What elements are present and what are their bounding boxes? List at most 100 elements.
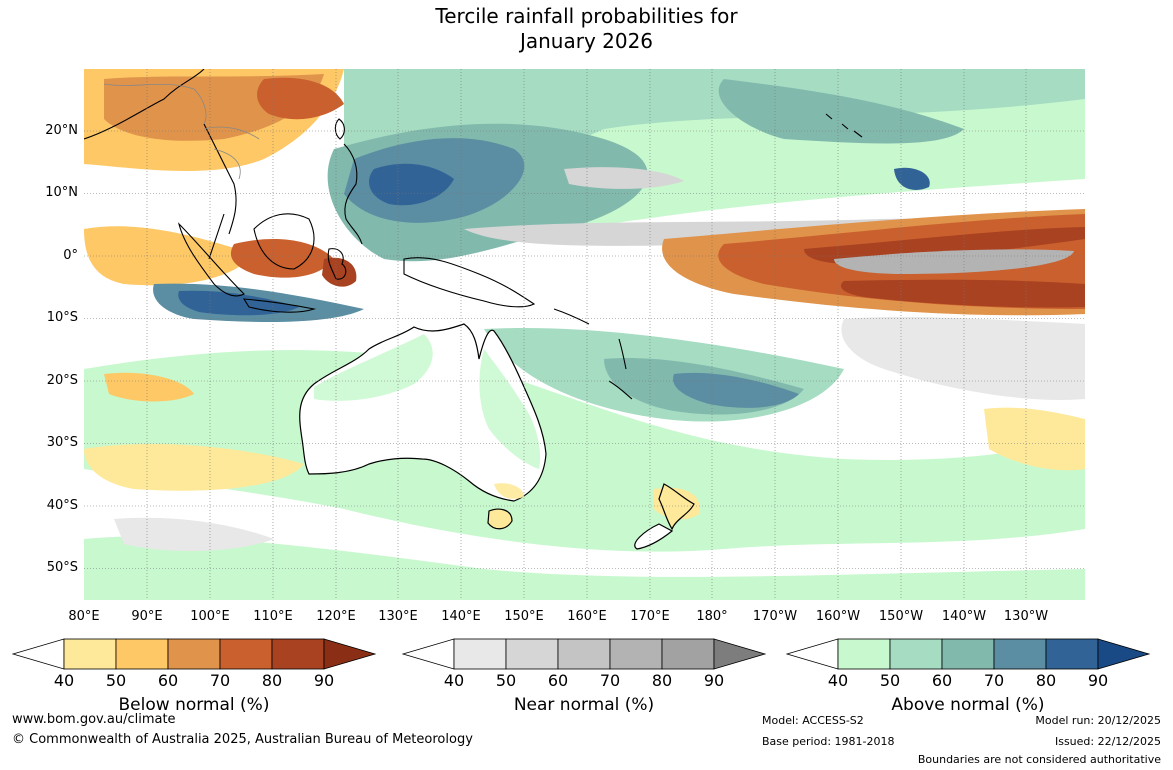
- legend-above-tick-80: 80: [1035, 671, 1057, 690]
- legend-near-normal-swatch-2: [505, 638, 559, 670]
- australia-yellow-se: [494, 483, 524, 499]
- legend-above-normal-swatch-2: [889, 638, 943, 670]
- probability-fields: [84, 69, 1085, 600]
- legend-below-tick-60: 60: [157, 671, 179, 690]
- vanuatu: [618, 338, 627, 370]
- hawaii: [825, 113, 863, 138]
- coastlines: [84, 69, 863, 400]
- legend-above-normal-swatch-3: [941, 638, 995, 670]
- near-normal-patch-1: [841, 316, 1085, 400]
- rainfall-probability-map: [84, 69, 1085, 600]
- below-normal-sulawesi: [322, 257, 357, 287]
- legend-near-tick-50: 50: [495, 671, 517, 690]
- legend-below-normal: 40 50 60 70 80 90 Below normal (%): [11, 637, 377, 715]
- map-title: Tercile rainfall probabilities for Janua…: [0, 4, 1173, 54]
- above-normal-spcz-deep: [673, 372, 799, 408]
- country-borders: [103, 83, 260, 180]
- lat-label-20n: 20°N: [45, 123, 78, 138]
- legend-near-normal-swatch-4: [609, 638, 663, 670]
- indochina-coast: [203, 123, 237, 235]
- near-normal-patch-2: [114, 517, 274, 551]
- lon-label-80e: 80°E: [68, 609, 100, 624]
- legend-below-tick-80: 80: [261, 671, 283, 690]
- below-normal-equatorial-deep-2: [840, 279, 1085, 308]
- legend-above-tick-50: 50: [879, 671, 901, 690]
- model-run-text: Model run: 20/12/2025: [1035, 714, 1161, 727]
- lon-label-160w: 160°W: [815, 609, 861, 624]
- below-normal-china: [257, 77, 344, 120]
- australia-land: [299, 323, 547, 530]
- lon-label-160e: 160°E: [567, 609, 607, 624]
- above-normal-south-light-2: [84, 536, 1085, 600]
- borneo-coast: [253, 213, 315, 270]
- lat-label-10s: 10°S: [46, 310, 78, 325]
- below-normal-borneo: [230, 239, 334, 278]
- legend-near-tick-40: 40: [443, 671, 465, 690]
- issued-text: Issued: 22/12/2025: [1054, 735, 1161, 748]
- legend-above-normal-colorbar: [785, 638, 1151, 670]
- below-normal-equatorial-deep: [804, 227, 1085, 264]
- website-link[interactable]: www.bom.gov.au/climate: [12, 712, 176, 727]
- legend-above-tick-60: 60: [931, 671, 953, 690]
- lat-label-40s: 40°S: [46, 498, 78, 513]
- above-normal-pacific-north: [718, 79, 964, 144]
- legend-below-normal-swatch-5: [271, 638, 325, 670]
- legend-near-normal-swatch-1: [453, 638, 507, 670]
- philippines-coast: [343, 143, 363, 245]
- legend-below-tick-40: 40: [53, 671, 75, 690]
- legend-near-normal-swatch-5: [661, 638, 715, 670]
- legend-near-normal-swatch-0: [401, 638, 455, 670]
- legend-below-normal-swatch-1: [63, 638, 117, 670]
- legend-near-tick-70: 70: [599, 671, 621, 690]
- lat-label-30s: 30°S: [46, 435, 78, 450]
- above-normal-java-core: [178, 290, 299, 316]
- lat-label-10n: 10°N: [45, 185, 78, 200]
- legend-below-tick-50: 50: [105, 671, 127, 690]
- copyright-text: © Commonwealth of Australia 2025, Austra…: [12, 732, 473, 747]
- graticule: [84, 69, 1085, 600]
- tasmania-outline: [487, 508, 513, 530]
- legend-above-tick-90: 90: [1087, 671, 1109, 690]
- new-caledonia: [608, 380, 633, 400]
- legend-above-normal-swatch-1: [837, 638, 891, 670]
- lon-label-90e: 90°E: [131, 609, 163, 624]
- below-normal-south-indian-2: [104, 372, 194, 402]
- legend-below-normal-colorbar: [11, 638, 377, 670]
- title-line-1: Tercile rainfall probabilities for: [435, 4, 738, 28]
- legend-near-tick-90: 90: [703, 671, 725, 690]
- legend-above-normal-swatch-0: [785, 638, 839, 670]
- model-text: Model: ACCESS-S2: [762, 714, 864, 727]
- legend-above-normal-swatch-5: [1045, 638, 1099, 670]
- legend-below-tick-90: 90: [313, 671, 335, 690]
- legend-below-normal-caption: Below normal (%): [118, 695, 270, 715]
- lat-label-0: 0°: [63, 248, 78, 263]
- taiwan-coast: [334, 118, 345, 140]
- lon-label-150e: 150°E: [504, 609, 544, 624]
- australia-green-north: [314, 334, 433, 401]
- legend-above-tick-40: 40: [827, 671, 849, 690]
- lon-label-170e: 170°E: [630, 609, 670, 624]
- legend-above-tick-70: 70: [983, 671, 1005, 690]
- asia-coast: [84, 69, 205, 140]
- nz-south-island: [634, 523, 674, 550]
- lon-label-150w: 150°W: [878, 609, 924, 624]
- legend-below-normal-swatch-4: [219, 638, 273, 670]
- sulawesi-coast: [327, 248, 347, 280]
- above-normal-philippines-core: [369, 163, 454, 206]
- sumatra-coast: [177, 222, 245, 297]
- legend-below-tick-70: 70: [209, 671, 231, 690]
- disclaimer-text: Boundaries are not considered authoritat…: [917, 753, 1161, 766]
- new-zealand: [634, 483, 695, 550]
- lat-label-20s: 20°S: [46, 373, 78, 388]
- nz-north-island: [658, 483, 695, 531]
- near-normal-equatorial-inner: [834, 249, 1074, 274]
- legend-above-normal-caption: Above normal (%): [891, 695, 1045, 715]
- below-normal-south-indian: [84, 444, 304, 491]
- legend-near-normal: 40 50 60 70 80 90 Near normal (%): [401, 637, 767, 715]
- legend-near-normal-colorbar: [401, 638, 767, 670]
- lon-label-140w: 140°W: [941, 609, 987, 624]
- legend-near-tick-60: 60: [547, 671, 569, 690]
- above-normal-pacific-spot: [894, 167, 930, 190]
- legend-near-normal-swatch-3: [557, 638, 611, 670]
- new-guinea-coast: [403, 257, 536, 308]
